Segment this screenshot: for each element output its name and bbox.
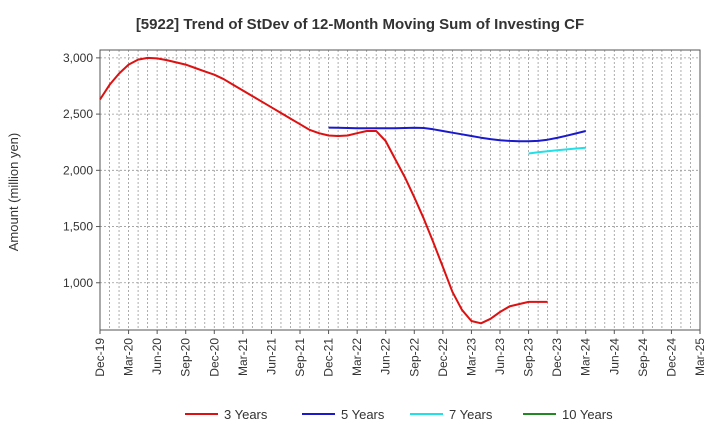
y-tick-label: 3,000 [63, 51, 93, 65]
y-axis-label: Amount (million yen) [6, 133, 21, 252]
y-axis-ticks: 1,000 1,500 2,000 2,500 3,000 [63, 51, 100, 290]
y-tick-label: 1,000 [63, 276, 93, 290]
x-axis-ticks: Dec-19 Mar-20 Jun-20 Sep-20 Dec-20 Mar-21 Jun-… [93, 330, 707, 377]
x-tick-label: Jun-22 [379, 338, 393, 375]
x-tick-label: Sep-21 [293, 338, 307, 377]
series-line-3-years [99, 56, 548, 325]
x-tick-label: Jun-21 [264, 338, 278, 375]
legend-label: 3 Years [224, 407, 268, 422]
x-tick-label: Dec-24 [664, 338, 678, 377]
x-tick-label: Dec-20 [207, 338, 221, 377]
x-tick-label: Mar-22 [350, 338, 364, 376]
x-tick-label: Dec-21 [322, 338, 336, 377]
x-tick-label: Jun-20 [150, 338, 164, 375]
x-tick-label: Mar-25 [693, 338, 707, 376]
x-tick-label: Mar-20 [122, 338, 136, 376]
legend-label: 5 Years [341, 407, 385, 422]
x-tick-label: Dec-22 [436, 338, 450, 377]
y-tick-label: 2,000 [63, 163, 93, 177]
x-tick-label: Jun-23 [493, 338, 507, 375]
legend-label: 10 Years [562, 407, 613, 422]
legend: 3 Years 5 Years 7 Years 10 Years [185, 407, 613, 422]
grid [100, 50, 700, 330]
x-tick-label: Dec-23 [550, 338, 564, 377]
x-tick-label: Mar-21 [236, 338, 250, 376]
x-tick-label: Mar-23 [464, 338, 478, 376]
x-tick-label: Sep-22 [407, 338, 421, 377]
x-tick-label: Mar-24 [579, 338, 593, 376]
y-tick-label: 2,500 [63, 107, 93, 121]
series-lines [99, 56, 586, 325]
y-tick-label: 1,500 [63, 220, 93, 234]
series-line-5-years [328, 126, 586, 143]
x-tick-label: Jun-24 [607, 338, 621, 375]
x-tick-label: Sep-23 [522, 338, 536, 377]
x-tick-label: Sep-24 [636, 338, 650, 377]
plot-area-frame [99, 49, 701, 331]
x-tick-label: Sep-20 [179, 338, 193, 377]
x-tick-label: Dec-19 [93, 338, 107, 377]
series-line-7-years [528, 146, 586, 155]
chart-title: [5922] Trend of StDev of 12-Month Moving… [136, 16, 584, 33]
legend-label: 7 Years [449, 407, 493, 422]
